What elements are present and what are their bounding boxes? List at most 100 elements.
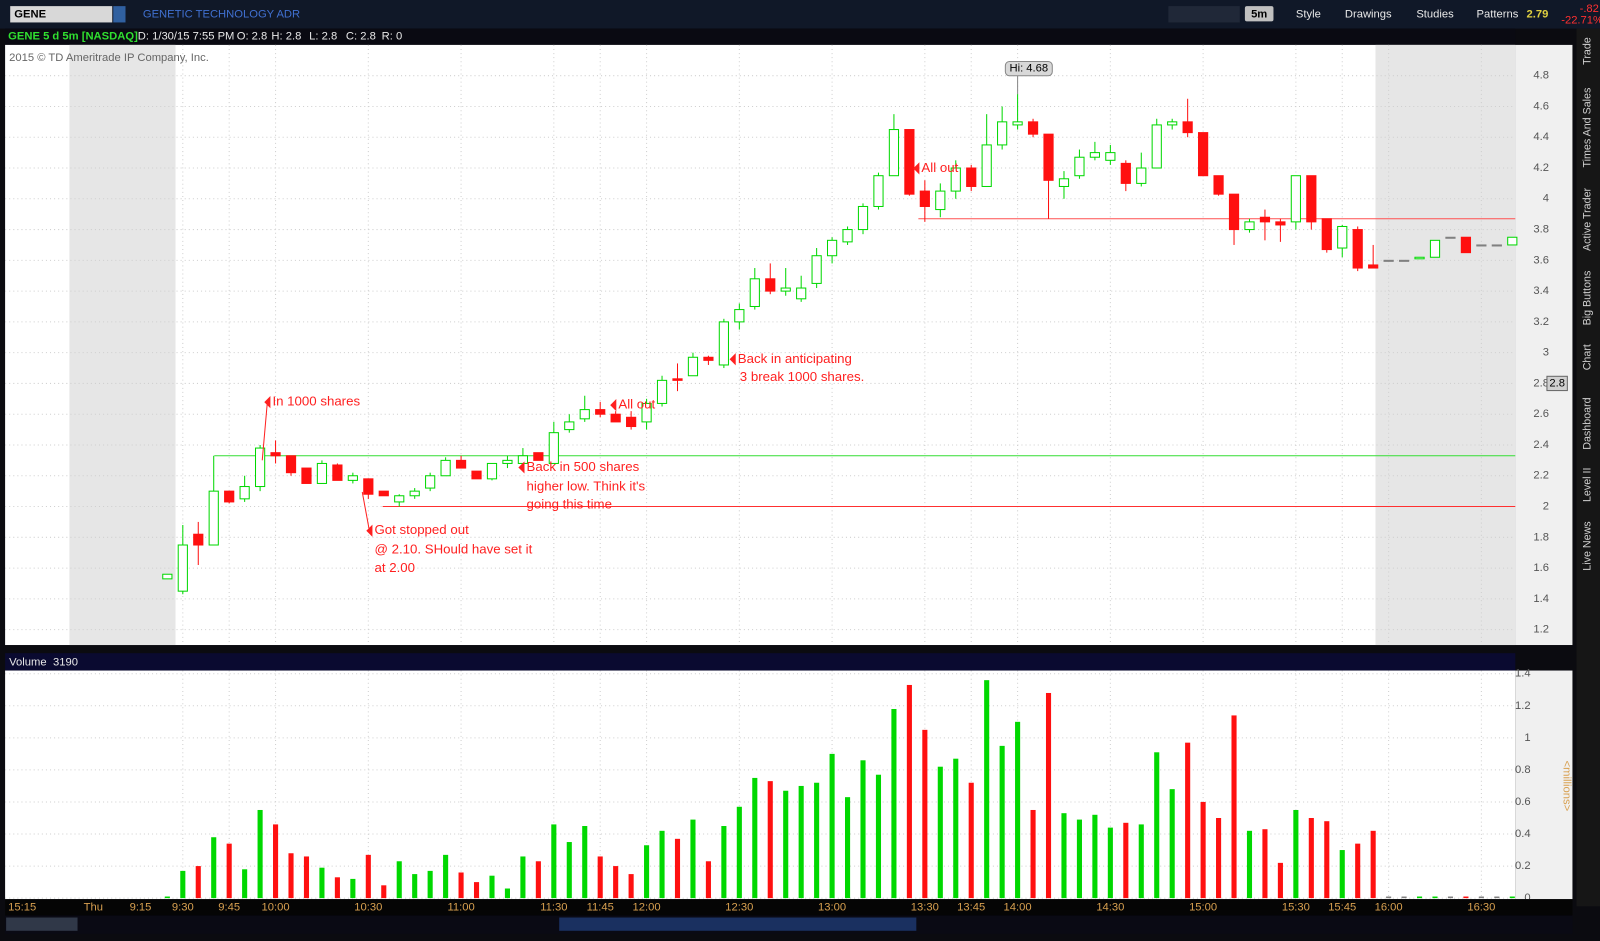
candle-body: [224, 490, 235, 503]
y-tick-label: 0.2: [1515, 860, 1531, 872]
side-tab[interactable]: Live News: [1582, 521, 1594, 570]
company: GENETIC TECHNOLOGY ADR: [143, 8, 300, 20]
volume-bar: [164, 896, 170, 899]
volume-bar: [891, 709, 897, 899]
candle-body: [749, 278, 760, 308]
side-tabs: [1576, 28, 1600, 907]
x-tick-label: 15:30: [1282, 901, 1310, 913]
candle-body: [873, 175, 884, 207]
symbol: GENE: [14, 8, 46, 20]
arrow-head: [518, 461, 525, 474]
candle-body: [718, 321, 729, 366]
candle-body: [1398, 259, 1410, 262]
studies-button[interactable]: Studies: [1416, 8, 1454, 20]
volume-bar: [504, 888, 510, 899]
patterns-button[interactable]: Patterns: [1477, 8, 1519, 20]
candle-body: [734, 309, 745, 323]
volume-bar: [226, 843, 232, 899]
y-tick-label: 1.8: [1533, 531, 1549, 543]
x-tick-label: 10:30: [354, 901, 382, 913]
change-pct: -22.71%: [1561, 14, 1600, 26]
volume-bar: [814, 782, 820, 899]
premarket-shade: [69, 44, 176, 646]
volume-bar: [736, 806, 742, 899]
candle-body: [579, 409, 590, 420]
volume-bar: [473, 882, 480, 899]
y-tick-label: 0.8: [1515, 764, 1531, 776]
x-tick-label: 9:45: [218, 901, 240, 913]
candle-body: [564, 421, 575, 431]
side-tab[interactable]: Level II: [1582, 468, 1594, 503]
x-tick-label: 13:00: [818, 901, 846, 913]
volume-bar: [628, 874, 634, 899]
symbol-box[interactable]: [10, 6, 113, 23]
volume-bar: [1216, 817, 1222, 899]
candle-body: [997, 121, 1008, 146]
x-tick-label: 14:30: [1096, 901, 1124, 913]
volume-bar: [1324, 821, 1330, 899]
side-tab[interactable]: Trade: [1582, 37, 1594, 65]
afterhours-shade: [1375, 44, 1516, 646]
candle-body: [626, 416, 637, 428]
volume-bar: [674, 838, 681, 899]
arrow: [261, 402, 268, 461]
volume-bar: [1463, 896, 1469, 899]
annotation: Back in anticipating: [738, 351, 852, 366]
side-tab[interactable]: Active Trader: [1582, 187, 1594, 250]
candle-body: [1383, 259, 1394, 262]
high-label: Hi: 4.68: [1009, 63, 1048, 75]
price-pane: [5, 44, 1516, 646]
time-label: 15:15: [8, 901, 36, 913]
volume-bar: [845, 797, 851, 899]
change: -.82: [1580, 3, 1599, 15]
volume-header: [5, 653, 1516, 671]
toolbar-icons[interactable]: [1168, 6, 1240, 23]
annotation: going this time: [527, 497, 612, 512]
candle-body: [378, 490, 389, 497]
time-label: 9:15: [130, 901, 152, 913]
candle-body: [904, 129, 915, 195]
volume-bar: [582, 826, 588, 899]
candle-body: [1368, 264, 1379, 269]
volume-bar: [690, 819, 696, 899]
candle-body: [1491, 244, 1502, 247]
volume-bar: [752, 777, 758, 899]
side-tab[interactable]: Dashboard: [1582, 397, 1594, 449]
side-tab[interactable]: Chart: [1582, 344, 1594, 370]
scroll-thumb[interactable]: [559, 917, 917, 931]
volume-bar: [1447, 896, 1454, 899]
y-tick-label: 4.6: [1533, 100, 1549, 112]
volume-bar: [1138, 824, 1144, 899]
interval-button[interactable]: [1244, 6, 1274, 22]
candle-body: [1507, 236, 1518, 246]
candle-body: [440, 459, 451, 477]
volume-bar: [968, 782, 974, 899]
candle-body: [703, 356, 714, 361]
volume-bar: [1478, 896, 1484, 899]
symbol-dropdown[interactable]: [113, 6, 126, 23]
info-open: O: 2.8: [237, 31, 268, 43]
annotation: higher low. Think it's: [527, 478, 646, 493]
side-tab[interactable]: Times And Sales: [1582, 88, 1594, 168]
side-tab[interactable]: Big Buttons: [1582, 271, 1594, 326]
candle-body: [425, 475, 436, 489]
volume-bar: [334, 877, 340, 899]
drawings-button[interactable]: Drawings: [1345, 8, 1392, 20]
volume-bar: [922, 729, 928, 899]
volume-axis: [1515, 670, 1573, 900]
x-tick-label: 12:00: [633, 901, 661, 913]
candle-body: [1259, 216, 1271, 223]
y-tick-label: 4.2: [1533, 162, 1549, 174]
volume-bar: [767, 781, 773, 899]
volume-bar: [597, 856, 603, 899]
volume-bar: [1401, 896, 1407, 899]
volume-bar: [705, 861, 711, 899]
arrow-head: [264, 395, 271, 409]
annotation: In 1000 shares: [272, 394, 360, 409]
volume-bar: [984, 680, 990, 899]
candle-body: [966, 167, 977, 187]
style-button[interactable]: Style: [1296, 8, 1321, 20]
volume-bar: [427, 870, 433, 899]
zoom-buttons[interactable]: [6, 917, 78, 931]
volume-bar: [999, 745, 1005, 899]
